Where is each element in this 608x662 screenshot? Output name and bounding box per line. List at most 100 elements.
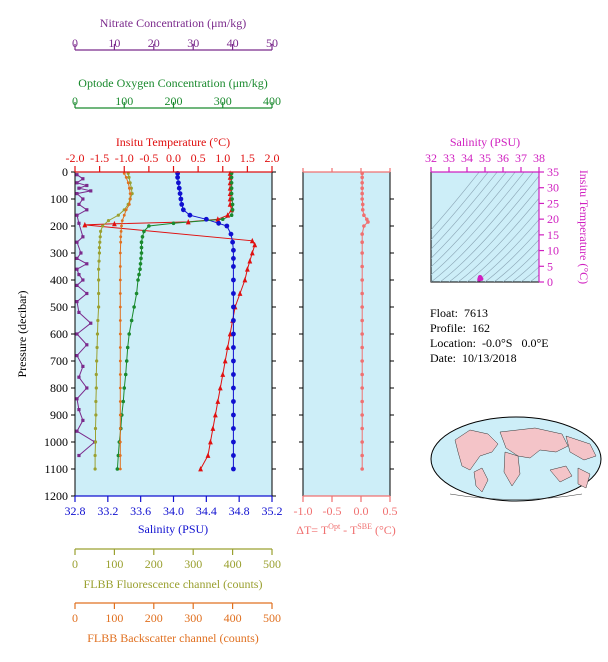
- ts-temperature-tick-label: 20: [547, 212, 559, 226]
- backscatter-point: [118, 440, 122, 444]
- temperature-tick-label: 0.0: [166, 151, 181, 165]
- temperature-point: [247, 258, 253, 264]
- backscatter-tick-label: 500: [263, 611, 281, 625]
- oxygen-point: [136, 278, 140, 282]
- backscatter-point: [119, 230, 123, 233]
- salinity-tick-label: 34.4: [196, 504, 217, 518]
- oxygen-tick-label: 200: [165, 94, 183, 108]
- backscatter-point: [118, 386, 122, 390]
- backscatter-point: [126, 181, 130, 185]
- temperature-tick-label: -0.5: [139, 151, 158, 165]
- pressure-tick-label: 0: [62, 165, 68, 179]
- salinity-point: [231, 399, 236, 404]
- fluorescence-tick-label: 500: [263, 557, 281, 571]
- delta-t-point: [360, 345, 364, 350]
- temperature-tick-label: 1.5: [240, 151, 255, 165]
- ts-salinity-tick-label: 34: [461, 151, 473, 165]
- delta-t-point: [360, 251, 364, 255]
- fluorescence-point: [98, 240, 102, 244]
- delta-t-point: [360, 264, 364, 269]
- backscatter-point: [118, 454, 122, 457]
- oxygen-point: [230, 202, 235, 207]
- nitrate-point: [75, 300, 79, 304]
- delta-t-point: [360, 359, 364, 363]
- nitrate-point: [77, 310, 81, 314]
- oxygen-point: [124, 359, 129, 363]
- oxygen-point: [171, 221, 176, 226]
- salinity-point: [231, 439, 236, 445]
- ts-density-contour: [431, 172, 516, 268]
- oxygen-tick-label: 100: [115, 94, 133, 108]
- ts-temperature-tick-label: 0: [547, 275, 553, 289]
- backscatter-axis: 0 100 200 300 400 500: [72, 602, 281, 625]
- delta-t-axis-label: ΔT= TOpt - TSBE (°C): [296, 522, 396, 537]
- ts-density-contour: [529, 274, 539, 282]
- nitrate-point: [77, 202, 81, 206]
- fluorescence-point: [93, 453, 97, 458]
- ts-density-contour: [511, 257, 539, 282]
- nitrate-tick-label: 50: [266, 36, 278, 50]
- fluorescence-tick-label: 0: [72, 557, 78, 571]
- fluorescence-axis: 0 100 200 300 400 500: [72, 548, 281, 571]
- ts-salinity-tick-label: 38: [533, 151, 545, 165]
- salinity-point: [231, 372, 236, 377]
- ts-density-contour: [431, 172, 507, 259]
- fluorescence-tick-label: 100: [105, 557, 123, 571]
- backscatter-tick-label: 0: [72, 611, 78, 625]
- delta-t-point: [360, 413, 364, 417]
- delta-t-point: [360, 181, 364, 185]
- oxygen-point: [129, 318, 134, 323]
- ts-temperature-tick-label: 15: [547, 228, 559, 242]
- salinity-point: [230, 239, 236, 245]
- temperature-point: [244, 266, 250, 272]
- nitrate-tick-label: 0: [72, 36, 78, 50]
- temperature-point: [210, 425, 216, 431]
- backscatter-tick-label: 100: [105, 611, 123, 625]
- nitrate-point: [89, 189, 93, 193]
- nitrate-point: [85, 343, 89, 347]
- delta-t-point: [360, 386, 364, 390]
- oxygen-point: [138, 267, 142, 272]
- info-location: Location: -0.0°S 0.0°E: [430, 336, 549, 350]
- delta-t-tick-label: -1.0: [294, 504, 313, 518]
- nitrate-tick-label: 10: [108, 36, 120, 50]
- delta-t-point: [360, 440, 364, 444]
- salinity-tick-label: 35.2: [262, 504, 283, 518]
- fluorescence-point: [100, 224, 105, 228]
- ts-density-contour: [439, 175, 539, 282]
- salinity-point: [231, 426, 236, 431]
- oxygen-point: [123, 372, 128, 377]
- oxygen-point: [122, 386, 127, 390]
- salinity-point: [231, 358, 236, 364]
- delta-t-axis: -1.0 -0.5 0.0 0.5: [294, 168, 398, 518]
- ts-salinity-tick-label: 33: [443, 151, 455, 165]
- delta-t-point: [360, 175, 364, 180]
- backscatter-point: [118, 278, 122, 282]
- ts-temperature-tick-label: 30: [547, 181, 559, 195]
- info-profile: Profile: 162: [430, 321, 490, 335]
- nitrate-point: [75, 181, 79, 185]
- backscatter-point: [118, 292, 122, 295]
- temperature-point: [237, 290, 243, 296]
- delta-t-point: [360, 197, 364, 201]
- delta-t-point: [360, 318, 364, 323]
- oxygen-point: [230, 197, 234, 201]
- salinity-point: [231, 466, 236, 472]
- temperature-point: [198, 466, 203, 472]
- ts-density-contour: [431, 172, 489, 241]
- temperature-point: [220, 371, 226, 377]
- delta-t-point: [366, 220, 370, 224]
- temperature-point: [215, 216, 221, 222]
- ts-salinity-axis-label: Salinity (PSU): [450, 135, 520, 149]
- oxygen-point: [140, 235, 145, 239]
- delta-t-point: [360, 399, 364, 404]
- nitrate-point: [81, 418, 85, 422]
- oxygen-point: [132, 305, 136, 309]
- delta-t-point: [360, 240, 364, 244]
- temperature-tick-label: 2.0: [265, 151, 280, 165]
- oxygen-point: [142, 229, 146, 234]
- delta-t-point: [365, 217, 369, 222]
- fluorescence-point: [98, 235, 102, 239]
- ts-plot-area: [430, 171, 540, 283]
